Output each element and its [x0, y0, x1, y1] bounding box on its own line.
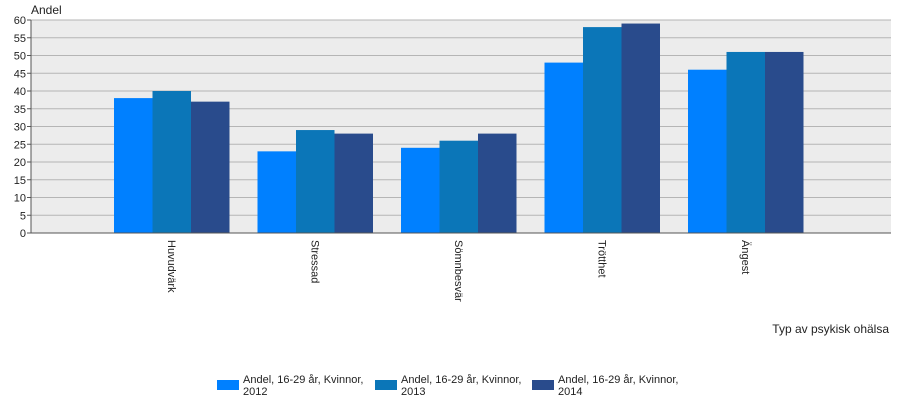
bar: [544, 62, 583, 233]
x-tick-labels: Huvudvärk Stressad Sömnbesvär Trötthet Änges…: [165, 240, 751, 302]
bar: [765, 51, 804, 234]
legend: Andel, 16-29 år, Kvinnor, 2012 Andel, 16-2…: [217, 374, 678, 398]
legend-label: Andel, 16-29 år, Kvinnor, 2014: [558, 374, 678, 398]
y-tick-label: 5: [20, 210, 26, 222]
bar: [439, 140, 478, 233]
y-tick-label: 45: [14, 68, 26, 80]
legend-swatch: [532, 380, 554, 390]
y-axis-title: Andel: [31, 3, 62, 17]
y-tick-label: 60: [14, 15, 26, 27]
bar: [478, 133, 517, 233]
x-axis-title: Typ av psykisk ohälsa: [772, 322, 889, 336]
x-tick-label: Trötthet: [595, 240, 607, 278]
y-tick-label: 55: [14, 33, 26, 45]
bar: [688, 69, 727, 233]
y-tick-label: 10: [14, 193, 26, 205]
bar: [296, 130, 335, 233]
y-tick-label: 50: [14, 51, 26, 63]
bar: [191, 101, 230, 234]
bars: [114, 23, 804, 234]
y-tick-label: 25: [14, 139, 26, 151]
legend-label: Andel, 16-29 år, Kvinnor, 2013: [401, 374, 521, 398]
y-tick-label: 30: [14, 122, 26, 134]
bar: [152, 91, 191, 233]
bar: [334, 133, 373, 233]
bar: [726, 51, 765, 234]
y-tick-labels: 0 5 10 15 20 25 30 35 40 45 50 55 60: [14, 15, 31, 240]
y-tick-label: 20: [14, 157, 26, 169]
x-tick-label: Sömnbesvär: [452, 240, 464, 302]
legend-swatch: [217, 380, 239, 390]
legend-swatch: [375, 380, 397, 390]
x-tick-label: Stressad: [308, 240, 320, 283]
bar: [621, 23, 660, 233]
legend-label: Andel, 16-29 år, Kvinnor, 2012: [243, 374, 363, 398]
bar: [401, 147, 440, 233]
y-tick-label: 35: [14, 104, 26, 116]
x-tick-label: Huvudvärk: [165, 240, 177, 293]
y-tick-label: 0: [20, 228, 26, 240]
bar: [583, 27, 622, 233]
x-tick-label: Ängest: [739, 240, 751, 274]
y-tick-label: 40: [14, 86, 26, 98]
y-tick-label: 15: [14, 175, 26, 187]
bar: [114, 98, 153, 233]
bar: [257, 151, 296, 233]
